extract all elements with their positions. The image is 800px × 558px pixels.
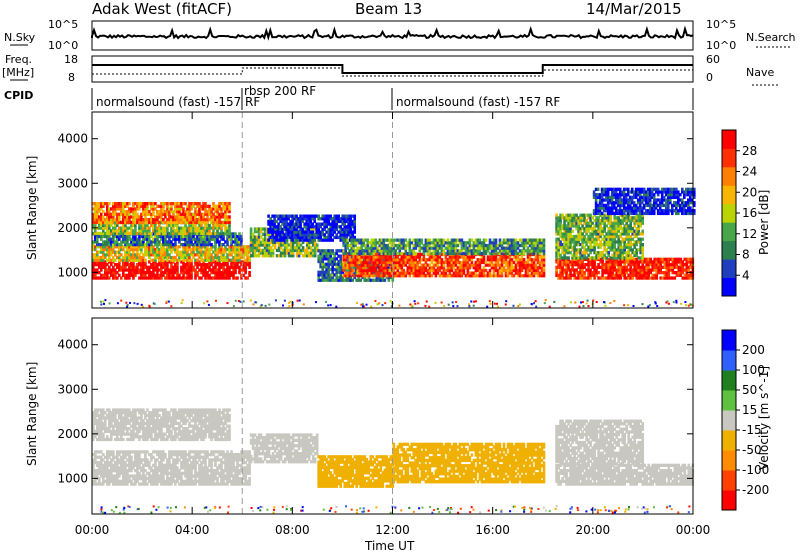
station-title: Adak West (fitACF) <box>92 0 232 18</box>
data-cell <box>128 202 131 205</box>
data-cell <box>210 243 213 246</box>
cpid-segment-3: normalsound (fast) -157 RF <box>396 95 560 109</box>
data-cell <box>228 215 231 218</box>
nave-tick-bottom: 0 <box>706 71 713 84</box>
nsearch-label: N.Search <box>746 31 796 44</box>
data-cell <box>339 255 342 258</box>
data-cell <box>421 239 424 242</box>
freq-units: [MHz] <box>2 66 34 79</box>
data-cell <box>108 202 111 205</box>
data-cell <box>144 259 147 262</box>
freq-panel: Freq. [MHz] 18 8 60 0 Nave <box>2 53 780 85</box>
nsky-panel: N.Sky 10^5 10^0 10^5 10^0 N.Search <box>4 18 796 52</box>
nsky-tick-bottom: 10^0 <box>48 39 78 52</box>
data-cell <box>352 274 355 277</box>
data-cell <box>248 271 251 274</box>
beam-title: Beam 13 <box>355 0 422 18</box>
data-cell <box>353 215 356 218</box>
data-cell <box>415 252 418 255</box>
nave-label: Nave <box>746 66 774 79</box>
data-cell <box>346 239 349 242</box>
cpid-segment-2: rbsp 200 RF <box>244 84 316 98</box>
cpid-label: CPID <box>4 89 33 102</box>
data-cell <box>567 256 570 259</box>
data-cell <box>495 239 498 242</box>
data-cell <box>401 252 404 255</box>
data-cell <box>485 239 488 242</box>
freq-label: Freq. <box>5 53 32 66</box>
freq-tick-bottom: 8 <box>68 71 75 84</box>
data-cell <box>543 239 546 242</box>
data-cell <box>228 202 231 205</box>
freq-tick-top: 18 <box>64 53 78 66</box>
data-cell <box>597 271 600 274</box>
cpid-strip: CPID normalsound (fast) -157 RF rbsp 200… <box>4 84 693 110</box>
data-cell <box>352 269 355 272</box>
data-cell <box>316 243 319 246</box>
nsky-trace <box>92 29 693 38</box>
data-cell <box>250 227 253 230</box>
nsky-label: N.Sky <box>4 31 36 44</box>
freq-trace <box>92 65 693 73</box>
radar-summary-plot: Adak West (fitACF) Beam 13 14/Mar/2015 N… <box>0 0 800 554</box>
nave-tick-top: 60 <box>706 53 720 66</box>
nsearch-tick-top: 10^5 <box>706 18 736 31</box>
data-cell <box>483 255 486 258</box>
data-cell <box>236 276 239 279</box>
nsky-tick-top: 10^5 <box>48 18 78 31</box>
nsearch-tick-bottom: 10^0 <box>706 39 736 52</box>
date-title: 14/Mar/2015 <box>586 0 682 18</box>
cpid-segment-1: normalsound (fast) -157 RF <box>96 95 260 109</box>
data-cell <box>571 230 574 233</box>
